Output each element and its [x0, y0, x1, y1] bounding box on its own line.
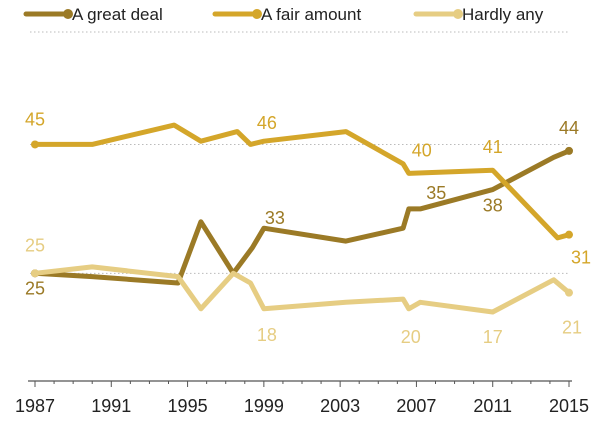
- x-tick-label-2003: 2003: [320, 396, 360, 416]
- data-label-a-great-deal-3: 38: [483, 196, 503, 216]
- point-a-fair-amount-end: [565, 230, 573, 239]
- point-a-fair-amount-start: [31, 140, 39, 149]
- x-tick-label-1991: 1991: [91, 396, 131, 416]
- series-line-a-great-deal: [32, 148, 572, 286]
- legend: A great deal A fair amount Hardly any: [23, 5, 544, 24]
- data-labels: 25 33 35 38 44 45 46 40 41 31 25 18 20 17 21: [25, 109, 591, 347]
- data-label-hardly-any-0: 25: [25, 235, 45, 255]
- legend-label-a-great-deal: A great deal: [72, 5, 163, 24]
- data-label-a-great-deal-0: 25: [25, 278, 45, 298]
- data-label-a-fair-amount-4: 31: [571, 248, 591, 268]
- legend-label-hardly-any: Hardly any: [462, 5, 544, 24]
- data-label-a-fair-amount-2: 40: [412, 140, 432, 160]
- data-label-hardly-any-3: 17: [483, 327, 503, 347]
- series-line-a-fair-amount: [32, 122, 572, 241]
- gridlines: [30, 143, 569, 274]
- data-label-a-fair-amount-1: 46: [257, 113, 277, 133]
- x-tick-label-2007: 2007: [396, 396, 436, 416]
- data-label-a-fair-amount-0: 45: [25, 109, 45, 129]
- legend-label-a-fair-amount: A fair amount: [261, 5, 361, 24]
- point-hardly-any-start: [31, 269, 39, 278]
- legend-marker-a-fair-amount: [252, 9, 262, 19]
- x-tick-label-1999: 1999: [244, 396, 284, 416]
- x-tick-label-2015: 2015: [549, 396, 589, 416]
- point-a-great-deal-end: [565, 146, 573, 155]
- data-label-a-great-deal-4: 44: [559, 118, 579, 138]
- series-line-hardly-any: [32, 264, 572, 315]
- data-label-a-great-deal-2: 35: [426, 183, 446, 203]
- data-label-a-great-deal-1: 33: [265, 208, 285, 228]
- x-axis: 1987 1991 1995 1999 2003 2007 2011 2015: [15, 380, 589, 416]
- x-tick-label-1987: 1987: [15, 396, 55, 416]
- x-tick-label-2011: 2011: [473, 396, 512, 416]
- legend-marker-hardly-any: [453, 9, 463, 19]
- data-label-hardly-any-1: 18: [257, 325, 277, 345]
- data-label-a-fair-amount-3: 41: [483, 137, 503, 157]
- data-label-hardly-any-2: 20: [401, 327, 421, 347]
- series-lines: [31, 122, 573, 315]
- point-hardly-any-end: [565, 288, 573, 297]
- legend-marker-a-great-deal: [63, 9, 73, 19]
- x-tick-label-1995: 1995: [168, 396, 208, 416]
- data-label-hardly-any-4: 21: [562, 318, 582, 338]
